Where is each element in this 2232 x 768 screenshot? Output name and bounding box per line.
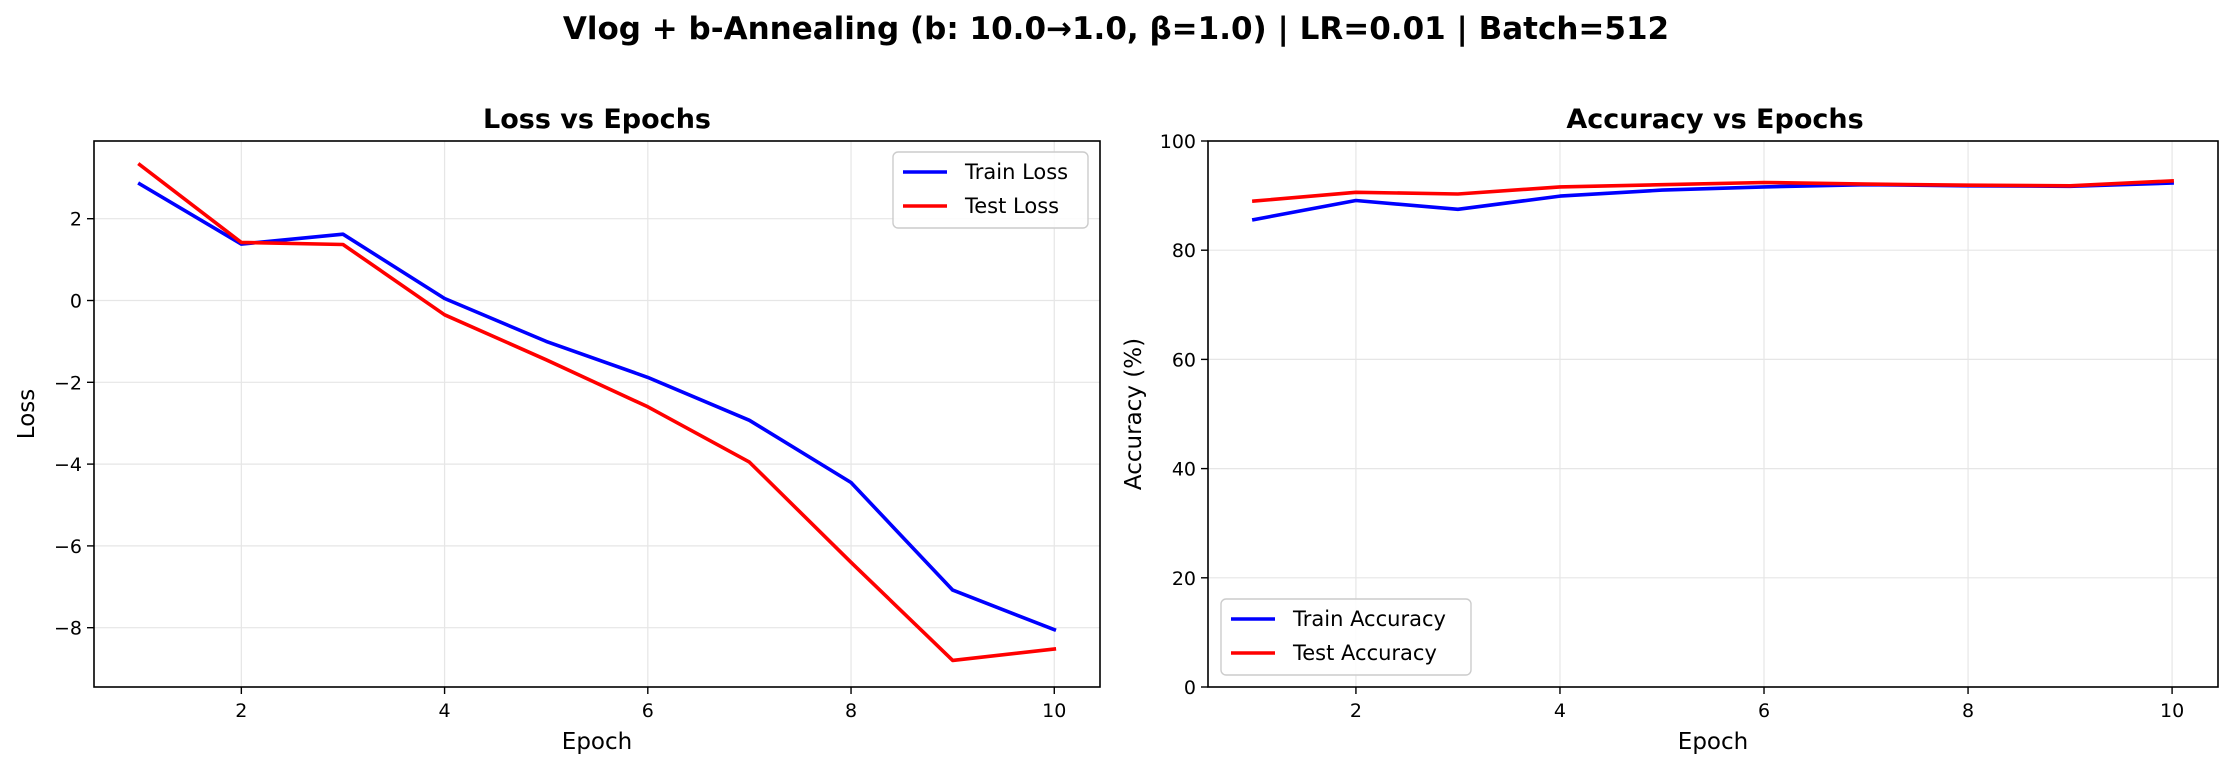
loss-legend: Train Loss Test Loss [892,151,1089,229]
accuracy-y-tick-label: 40 [1172,459,1196,481]
accuracy-legend-box [1220,598,1472,676]
accuracy-x-tick-label: 10 [2160,700,2184,722]
accuracy-x-tick-label: 8 [1962,700,1974,722]
accuracy-legend: Train Accuracy Test Accuracy [1220,598,1472,676]
loss-plot-frame [93,140,1101,688]
accuracy-legend-label-test-accuracy: Test Accuracy [1292,641,1437,665]
loss-y-tick-label: 2 [70,209,82,231]
accuracy-y-tick-label: 80 [1172,240,1196,262]
accuracy-x-tick-label: 6 [1758,700,1770,722]
loss-x-tick-label: 6 [642,700,654,722]
accuracy-x-tick-label: 4 [1554,700,1566,722]
accuracy-legend-label-train-accuracy: Train Accuracy [1292,607,1446,631]
accuracy-y-tick-label: 60 [1172,349,1196,371]
loss-y-tick-label: −4 [54,454,82,476]
figure-suptitle: Vlog + b-Annealing (b: 10.0→1.0, β=1.0) … [563,11,1669,47]
loss-y-axis-label: Loss [14,389,40,439]
loss-legend-label-train-loss: Train Loss [964,160,1068,184]
accuracy-plot-frame [1207,140,2219,688]
loss-x-axis-label: Epoch [562,729,632,755]
accuracy-x-tick-label: 2 [1350,700,1362,722]
loss-chart: Loss vs Epochs 2 4 6 8 10 −8 −6 −4 −2 0 2 Epoch Lo… [14,104,1101,755]
accuracy-series-test-accuracy-line [1251,179,2174,204]
loss-y-tick-label: −2 [54,372,82,394]
loss-y-tick-label: −6 [54,536,82,558]
accuracy-y-tick-label: 100 [1160,131,1196,153]
loss-y-tick-label: −8 [54,618,82,640]
loss-y-tick-label: 0 [70,291,82,313]
loss-x-tick-label: 10 [1042,700,1066,722]
loss-x-tick-label: 2 [235,700,247,722]
accuracy-y-tick-label: 0 [1184,677,1196,699]
loss-x-tick-label: 8 [845,700,857,722]
loss-x-tick-label: 4 [439,700,451,722]
accuracy-y-axis-label: Accuracy (%) [1121,338,1147,490]
accuracy-series-train-accuracy-line [1251,181,2174,222]
loss-chart-title: Loss vs Epochs [483,104,711,135]
accuracy-chart-title: Accuracy vs Epochs [1566,104,1863,135]
loss-series-test-loss-line [137,162,1057,663]
loss-series-train-loss-line [137,181,1057,633]
accuracy-x-axis-label: Epoch [1678,729,1748,755]
loss-legend-label-test-loss: Test Loss [964,194,1059,218]
accuracy-y-tick-label: 20 [1172,568,1196,590]
